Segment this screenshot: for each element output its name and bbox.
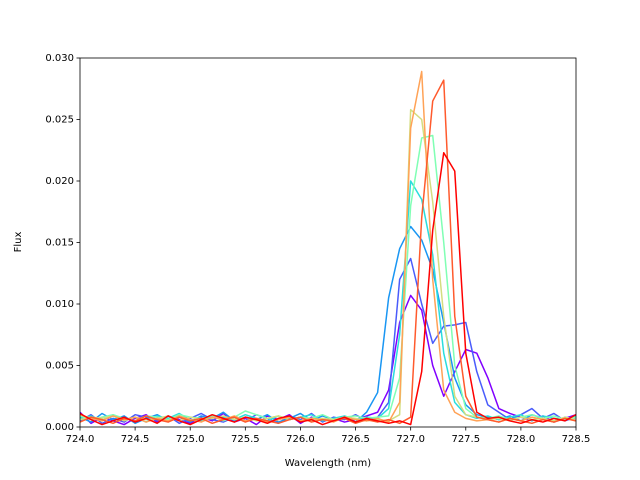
x-tick-label: 727.0 (396, 434, 425, 445)
x-tick-label: 725.5 (231, 434, 260, 445)
series-line (80, 151, 576, 426)
x-tick-label: 726.0 (286, 434, 315, 445)
x-tick-label: 728.5 (562, 434, 591, 445)
x-axis-label: Wavelength (nm) (285, 458, 371, 469)
x-tick-label: 724.5 (121, 434, 150, 445)
y-tick-label: 0.025 (45, 115, 74, 126)
x-tick-label: 725.0 (176, 434, 205, 445)
y-tick-label: 0.030 (45, 53, 74, 64)
plot-lines (80, 70, 576, 426)
y-tick-label: 0.015 (45, 238, 74, 249)
x-tick-label: 726.5 (341, 434, 370, 445)
y-axis-label: Flux (13, 232, 24, 253)
series-line (80, 79, 576, 425)
y-tick-label: 0.020 (45, 176, 74, 187)
x-tick-label: 724.0 (66, 434, 95, 445)
x-tick-label: 727.5 (451, 434, 480, 445)
y-tick-label: 0.000 (45, 422, 74, 433)
y-tick-label: 0.010 (45, 299, 74, 310)
series-line (80, 108, 576, 422)
y-tick-label: 0.005 (45, 361, 74, 372)
x-tick-label: 728.0 (507, 434, 536, 445)
